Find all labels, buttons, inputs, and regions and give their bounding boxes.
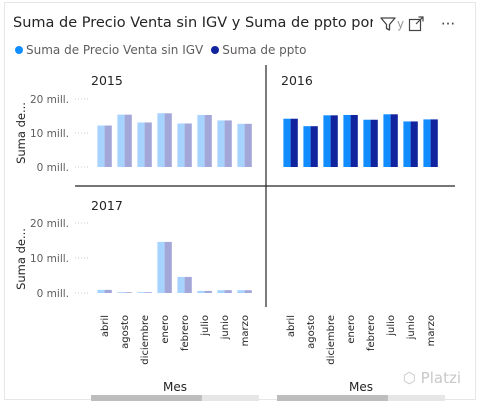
x-tick-label: febrero <box>180 315 191 351</box>
x-tick-label: agosto <box>306 315 317 349</box>
bar-2015-junio-s1 <box>224 120 232 167</box>
bar-2017-abril-s0 <box>97 289 105 293</box>
x-tick-label: enero <box>160 315 171 344</box>
x-tick-label: marzo <box>240 315 251 346</box>
legend-dot-precio-venta <box>15 46 23 54</box>
x-tick-label: julio <box>200 315 211 337</box>
panel-title-2016: 2016 <box>281 73 313 88</box>
y-axis-title: Suma de... <box>14 228 28 290</box>
legend: Suma de Precio Venta sin IGV Suma de ppt… <box>15 43 306 57</box>
bar-2017-diciembre-s0 <box>137 292 145 293</box>
bar-2017-marzo-s0 <box>237 290 245 293</box>
x-tick-label: agosto <box>120 315 131 349</box>
bar-2016-diciembre-s0 <box>323 115 331 167</box>
bar-2016-enero-s1 <box>350 114 358 167</box>
x-tick-label: abril <box>100 315 111 337</box>
bar-2015-febrero-s1 <box>184 123 192 167</box>
bar-2017-junio-s1 <box>224 290 232 293</box>
bar-2017-febrero-s1 <box>184 276 192 293</box>
bar-2016-febrero-s0 <box>363 119 371 167</box>
bar-2015-julio-s0 <box>197 114 205 167</box>
bar-2015-diciembre-s0 <box>137 122 145 167</box>
bar-2015-diciembre-s1 <box>144 122 152 167</box>
bar-2015-marzo-s1 <box>244 123 252 167</box>
x-tick-label: junio <box>220 315 231 340</box>
legend-dot-ppto <box>211 46 220 54</box>
bar-2016-enero-s0 <box>343 114 351 167</box>
bar-2015-abril-s0 <box>97 125 105 167</box>
bar-2015-junio-s0 <box>217 120 225 167</box>
more-options-icon[interactable]: ··· <box>440 15 456 33</box>
bar-2016-diciembre-s1 <box>330 115 338 167</box>
bar-2015-julio-s1 <box>204 114 212 167</box>
filter-icon[interactable] <box>379 15 397 33</box>
x-tick-label: marzo <box>426 315 437 346</box>
legend-item-ppto[interactable]: Suma de ppto <box>211 43 306 57</box>
bar-2015-abril-s1 <box>104 125 112 167</box>
x-tick-label: diciembre <box>140 315 151 365</box>
bar-2016-abril-s0 <box>283 118 291 167</box>
x-scrollbar-thumb <box>277 395 388 401</box>
y-tick-label: 20 mill. <box>30 94 69 106</box>
bar-2017-julio-s0 <box>197 290 205 293</box>
legend-item-precio-venta[interactable]: Suma de Precio Venta sin IGV <box>15 43 203 57</box>
bar-2017-enero-s0 <box>157 241 165 293</box>
watermark-text: Platzi <box>420 369 461 387</box>
legend-label-precio-venta: Suma de Precio Venta sin IGV <box>26 43 204 57</box>
panel-title-2015: 2015 <box>91 73 123 88</box>
y-tick-label: 0 mill. <box>37 288 69 300</box>
bar-2017-febrero-s0 <box>177 276 185 293</box>
bar-2016-marzo-s0 <box>423 119 431 167</box>
x-tick-label: febrero <box>366 315 377 351</box>
y-axis-title: Suma de... <box>14 102 28 164</box>
bar-2015-marzo-s0 <box>237 123 245 167</box>
y-tick-label: 0 mill. <box>37 162 69 174</box>
bar-2016-abril-s1 <box>290 118 298 167</box>
bar-2015-enero-s0 <box>157 113 165 167</box>
chart-title: Suma de Precio Venta sin IGV y Suma de p… <box>13 15 373 31</box>
x-scrollbar-thumb <box>91 395 202 401</box>
x-tick-label: diciembre <box>326 315 337 365</box>
bar-2016-febrero-s1 <box>370 119 378 167</box>
y-tick-label: 10 mill. <box>30 253 69 265</box>
bar-2015-agosto-s0 <box>117 114 125 167</box>
platzi-logo-icon: ⬡ <box>402 369 416 387</box>
bar-2016-agosto-s1 <box>310 126 318 167</box>
platzi-watermark: ⬡ Platzi <box>403 369 461 387</box>
bar-2017-diciembre-s1 <box>144 292 152 293</box>
bar-2017-julio-s1 <box>204 290 212 293</box>
bar-2017-marzo-s1 <box>244 290 252 293</box>
x-tick-label: enero <box>346 315 357 344</box>
bar-2015-enero-s1 <box>164 113 172 167</box>
small-multiples-chart: Suma de... Suma de... 2015 0 mill. 10 mill. 2… <box>14 65 455 401</box>
chart-visual[interactable]: Suma de Precio Venta sin IGV y Suma de p… <box>4 2 476 401</box>
y-tick-label: 20 mill. <box>30 218 69 230</box>
x-tick-label: abril <box>286 315 297 337</box>
x-tick-label: junio <box>406 315 417 340</box>
bar-2016-marzo-s1 <box>430 119 438 167</box>
bar-2015-agosto-s1 <box>124 114 132 167</box>
focus-mode-icon[interactable] <box>407 15 425 33</box>
x-axis-title: Mes <box>349 380 373 394</box>
bar-2017-agosto-s0 <box>117 292 125 293</box>
legend-label-ppto: Suma de ppto <box>222 43 307 57</box>
bar-2016-junio-s1 <box>410 121 418 167</box>
bar-2016-agosto-s0 <box>303 126 311 167</box>
x-tick-label: julio <box>386 315 397 337</box>
panel-title-2017: 2017 <box>91 198 123 213</box>
bar-2017-junio-s0 <box>217 290 225 293</box>
bar-2016-julio-s1 <box>390 114 398 167</box>
bar-2015-febrero-s0 <box>177 123 185 167</box>
bar-2017-enero-s1 <box>164 241 172 293</box>
bar-2017-agosto-s1 <box>124 292 132 293</box>
x-axis-title: Mes <box>163 380 187 394</box>
bar-2016-julio-s0 <box>383 114 391 167</box>
chart-title-overflow: y <box>397 17 405 31</box>
bar-2016-junio-s0 <box>403 121 411 167</box>
bar-2017-abril-s1 <box>104 289 112 293</box>
y-tick-label: 10 mill. <box>30 128 69 140</box>
